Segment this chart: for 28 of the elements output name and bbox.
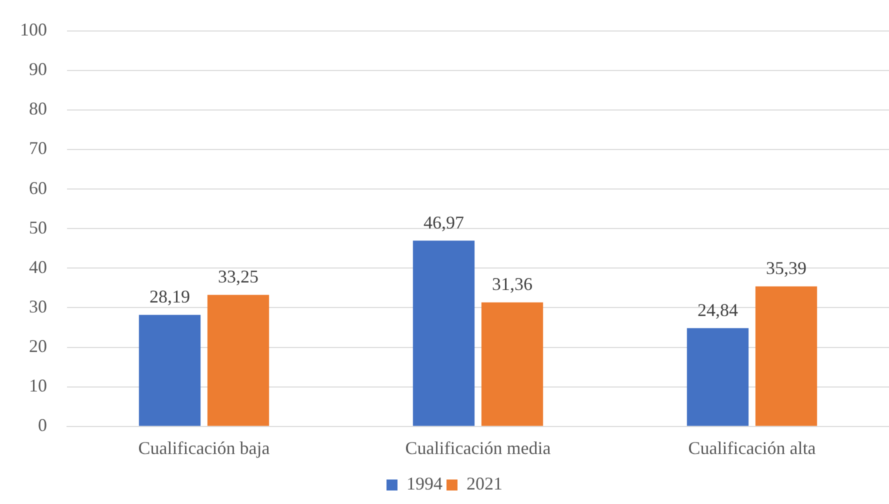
bar [207, 294, 270, 426]
y-tick-label: 70 [29, 138, 47, 158]
legend-label: 2021 [466, 474, 502, 494]
bar [686, 328, 749, 426]
bar [412, 240, 475, 426]
y-tick-label: 40 [29, 256, 47, 277]
bar [138, 314, 201, 426]
x-tick-label: Cualificación alta [688, 438, 816, 458]
y-tick-label: 10 [29, 376, 47, 396]
legend-label: 1994 [406, 474, 442, 494]
x-tick-label: Cualificación baja [138, 438, 270, 458]
y-tick-label: 60 [29, 178, 47, 198]
data-label: 35,39 [766, 258, 806, 278]
y-tick-label: 100 [20, 20, 47, 40]
data-label: 28,19 [150, 286, 190, 307]
bar [755, 286, 818, 426]
y-tick-label: 30 [29, 296, 47, 316]
x-tick-label: Cualificación media [405, 438, 551, 458]
data-label: 24,84 [698, 300, 738, 320]
data-label: 31,36 [492, 274, 532, 294]
y-tick-label: 80 [29, 98, 47, 119]
data-label: 46,97 [424, 212, 464, 232]
y-tick-label: 0 [38, 415, 47, 436]
y-tick-label: 20 [29, 336, 47, 356]
bar [481, 302, 544, 426]
data-label: 33,25 [218, 266, 258, 287]
y-tick-label: 90 [29, 59, 47, 80]
y-tick-label: 50 [29, 217, 47, 238]
